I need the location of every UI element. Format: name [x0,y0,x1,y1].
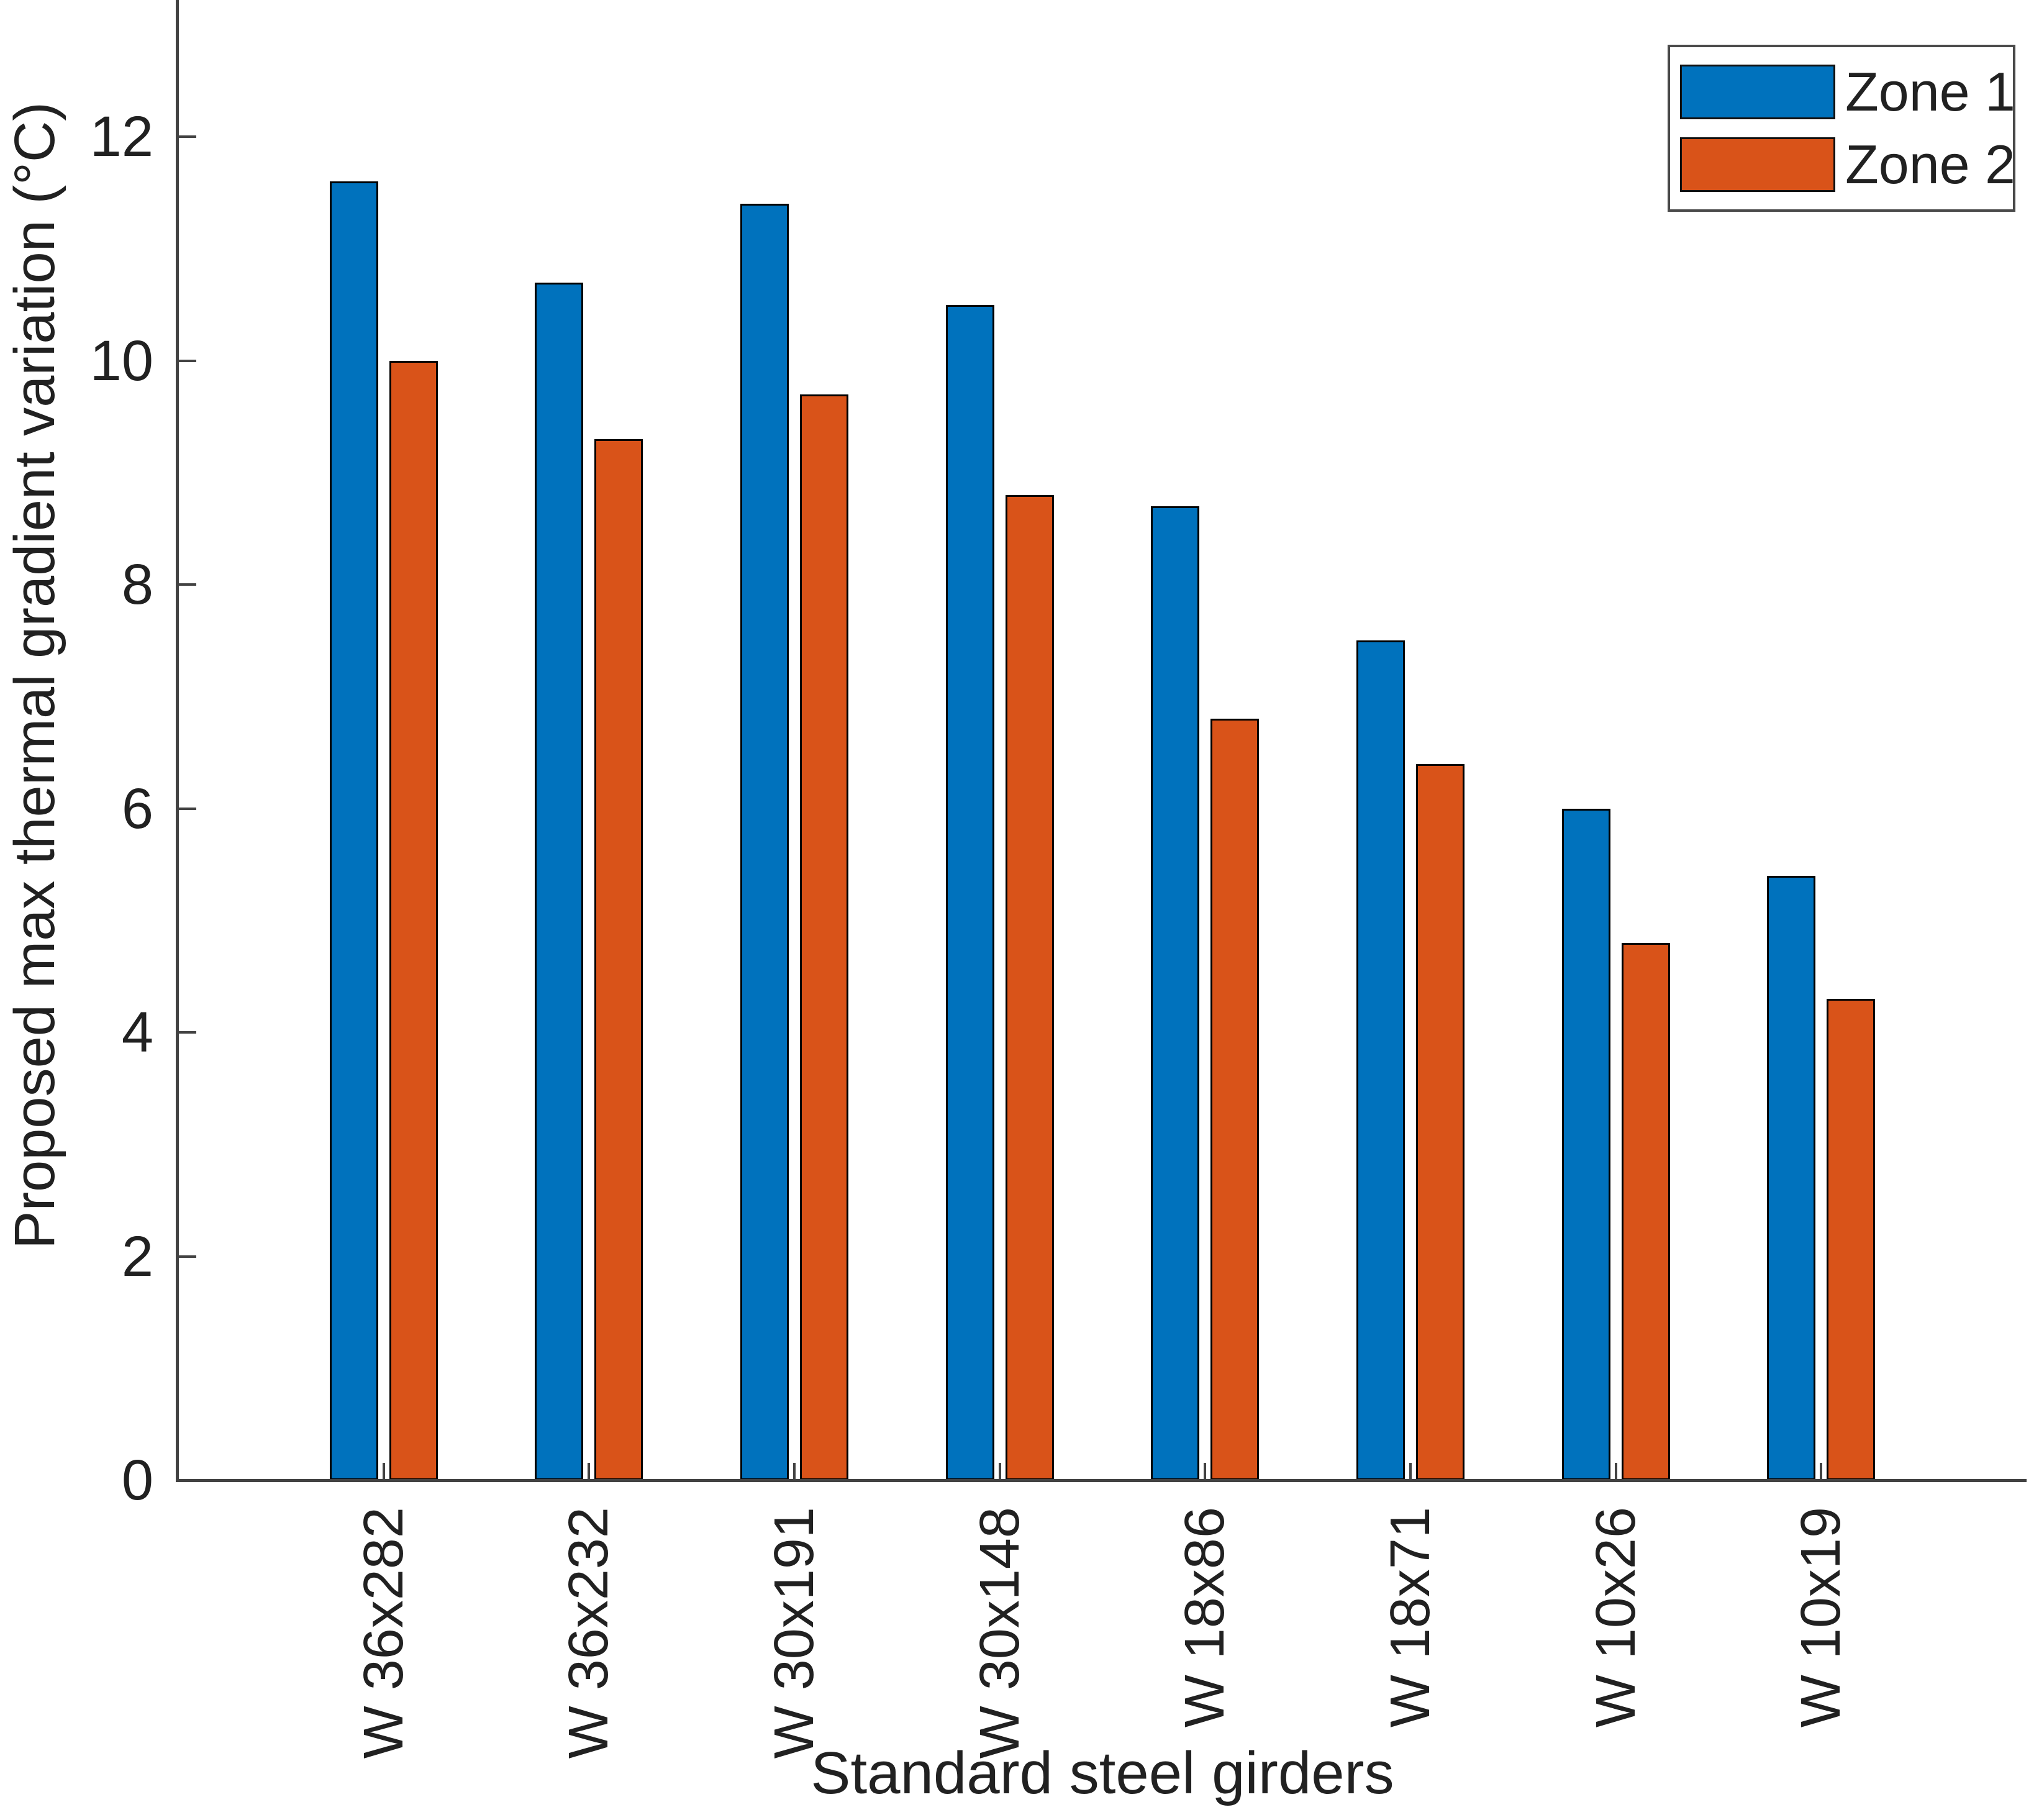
y-axis-title: Proposed max thermal gradient variation … [3,102,66,1249]
x-tick-label: W 18x71 [1379,1507,1442,1728]
x-tick-label: W 10x26 [1584,1507,1647,1728]
y-axis-tick [179,807,196,810]
y-axis-tick [179,583,196,586]
x-tick-label: W 36x282 [352,1507,415,1759]
bar-zone1 [329,181,378,1480]
x-axis-tick [1204,1463,1207,1480]
plot-area [178,25,2027,1480]
bar-zone1 [740,204,789,1480]
bar-zone2 [594,439,643,1480]
bar-zone2 [1621,942,1670,1480]
bar-zone1 [1356,640,1405,1480]
legend-label-zone2: Zone 2 [1845,133,2015,195]
bar-zone2 [389,360,438,1480]
x-axis-tick [1409,1463,1412,1480]
x-tick-label: W 10x19 [1790,1507,1853,1728]
x-tick-label: W 30x191 [763,1507,825,1759]
bar-zone2 [800,394,848,1480]
x-tick-label: W 30x148 [968,1507,1031,1759]
y-axis-line [176,0,179,1482]
bar-zone2 [1005,494,1054,1480]
y-axis-title-wrap: Proposed max thermal gradient variation … [0,102,70,1249]
y-tick-label: 12 [89,105,153,169]
x-tick-label: W 36x232 [558,1507,620,1759]
legend-item-zone2: Zone 2 [1680,133,2015,195]
y-axis-tick [179,1479,196,1481]
x-axis-tick [588,1463,591,1480]
y-tick-label: 8 [121,553,153,617]
x-axis-tick [1614,1463,1617,1480]
y-axis-tick [179,1255,196,1258]
x-axis-title: Standard steel girders [811,1740,1394,1806]
legend: Zone 1 Zone 2 [1668,45,2015,212]
x-axis-tick [1820,1463,1823,1480]
bar-zone2 [1827,999,1876,1480]
y-axis-tick [179,359,196,362]
x-axis-tick [793,1463,796,1480]
x-axis-tick [382,1463,385,1480]
legend-swatch-zone2-icon [1680,137,1835,192]
y-axis-tick [179,135,196,139]
y-tick-label: 6 [121,776,153,840]
x-axis-tick [998,1463,1001,1480]
bar-zone1 [945,304,994,1480]
x-tick-label: W 18x86 [1174,1507,1237,1728]
legend-item-zone1: Zone 1 [1680,61,2015,123]
y-tick-label: 2 [121,1224,153,1288]
bar-zone2 [1210,719,1260,1480]
y-tick-label: 4 [121,1001,153,1065]
bar-zone1 [1561,808,1610,1480]
y-axis-tick [179,1031,196,1034]
bar-zone1 [1151,506,1200,1480]
bar-zone1 [1767,875,1816,1480]
bar-zone1 [535,282,584,1480]
legend-swatch-zone1-icon [1680,65,1835,120]
y-tick-label: 10 [89,329,153,393]
legend-label-zone1: Zone 1 [1845,61,2015,123]
bar-zone2 [1416,763,1465,1480]
x-axis-line [176,1479,2027,1482]
y-tick-label: 0 [121,1449,153,1512]
